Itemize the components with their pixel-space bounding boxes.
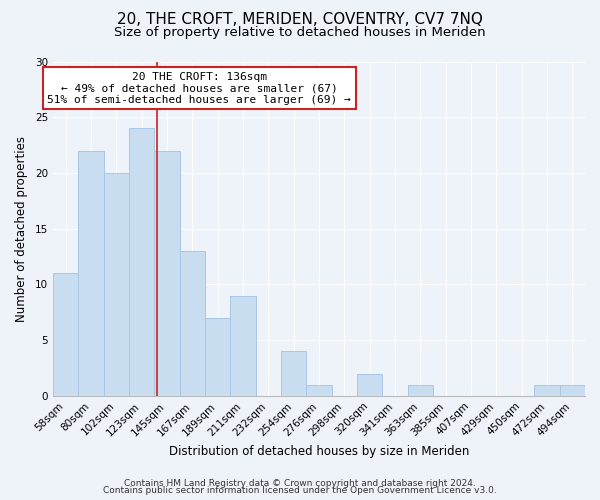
Text: Size of property relative to detached houses in Meriden: Size of property relative to detached ho… [114, 26, 486, 39]
X-axis label: Distribution of detached houses by size in Meriden: Distribution of detached houses by size … [169, 444, 469, 458]
Text: 20, THE CROFT, MERIDEN, COVENTRY, CV7 7NQ: 20, THE CROFT, MERIDEN, COVENTRY, CV7 7N… [117, 12, 483, 28]
Y-axis label: Number of detached properties: Number of detached properties [15, 136, 28, 322]
Text: Contains public sector information licensed under the Open Government Licence v3: Contains public sector information licen… [103, 486, 497, 495]
Bar [535, 384, 560, 396]
Bar [407, 384, 433, 396]
Bar [53, 273, 79, 396]
Bar [154, 150, 180, 396]
Text: 20 THE CROFT: 136sqm
← 49% of detached houses are smaller (67)
51% of semi-detac: 20 THE CROFT: 136sqm ← 49% of detached h… [47, 72, 351, 104]
Bar [104, 173, 129, 396]
Bar [230, 296, 256, 396]
Bar [560, 384, 585, 396]
Bar [281, 352, 307, 396]
Bar [129, 128, 154, 396]
Bar [205, 318, 230, 396]
Bar [357, 374, 382, 396]
Bar [79, 150, 104, 396]
Text: Contains HM Land Registry data © Crown copyright and database right 2024.: Contains HM Land Registry data © Crown c… [124, 478, 476, 488]
Bar [307, 384, 332, 396]
Bar [180, 251, 205, 396]
